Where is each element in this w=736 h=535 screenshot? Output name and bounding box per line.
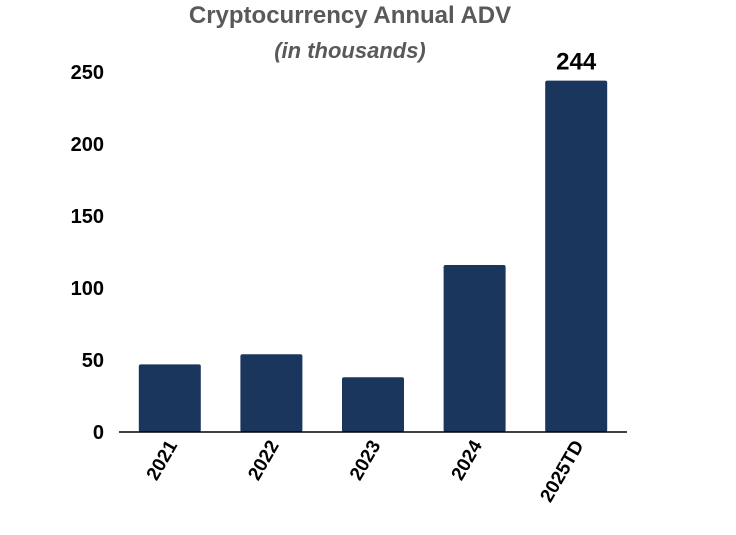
data-label: 244: [556, 49, 597, 76]
bar-2024: [443, 264, 506, 432]
bars-group: [138, 80, 608, 432]
bar-2021: [138, 364, 201, 432]
x-tick-label: 2023: [346, 437, 385, 484]
chart-subtitle: (in thousands): [274, 38, 426, 63]
x-tick-label: 2025TD: [537, 437, 589, 506]
y-tick-label: 100: [71, 278, 104, 300]
bar-2022: [240, 354, 303, 432]
y-tick-label: 250: [71, 62, 104, 84]
x-tick-label: 2022: [244, 437, 283, 484]
y-tick-label: 150: [71, 206, 104, 228]
y-tick-label: 50: [82, 350, 104, 372]
x-axis-ticks: 2021 2022 2023 2024 2025TD: [143, 437, 589, 506]
x-tick-label: 2024: [448, 437, 488, 484]
y-axis-ticks: 0 50 100 150 200 250: [71, 62, 104, 444]
bar-2025TD: [545, 80, 608, 432]
chart-title: Cryptocurrency Annual ADV: [189, 2, 511, 29]
y-tick-label: 200: [71, 134, 104, 156]
y-tick-label: 0: [93, 422, 104, 444]
bar-2023: [342, 377, 404, 432]
x-tick-label: 2021: [143, 437, 183, 484]
data-labels: 244: [556, 49, 597, 76]
